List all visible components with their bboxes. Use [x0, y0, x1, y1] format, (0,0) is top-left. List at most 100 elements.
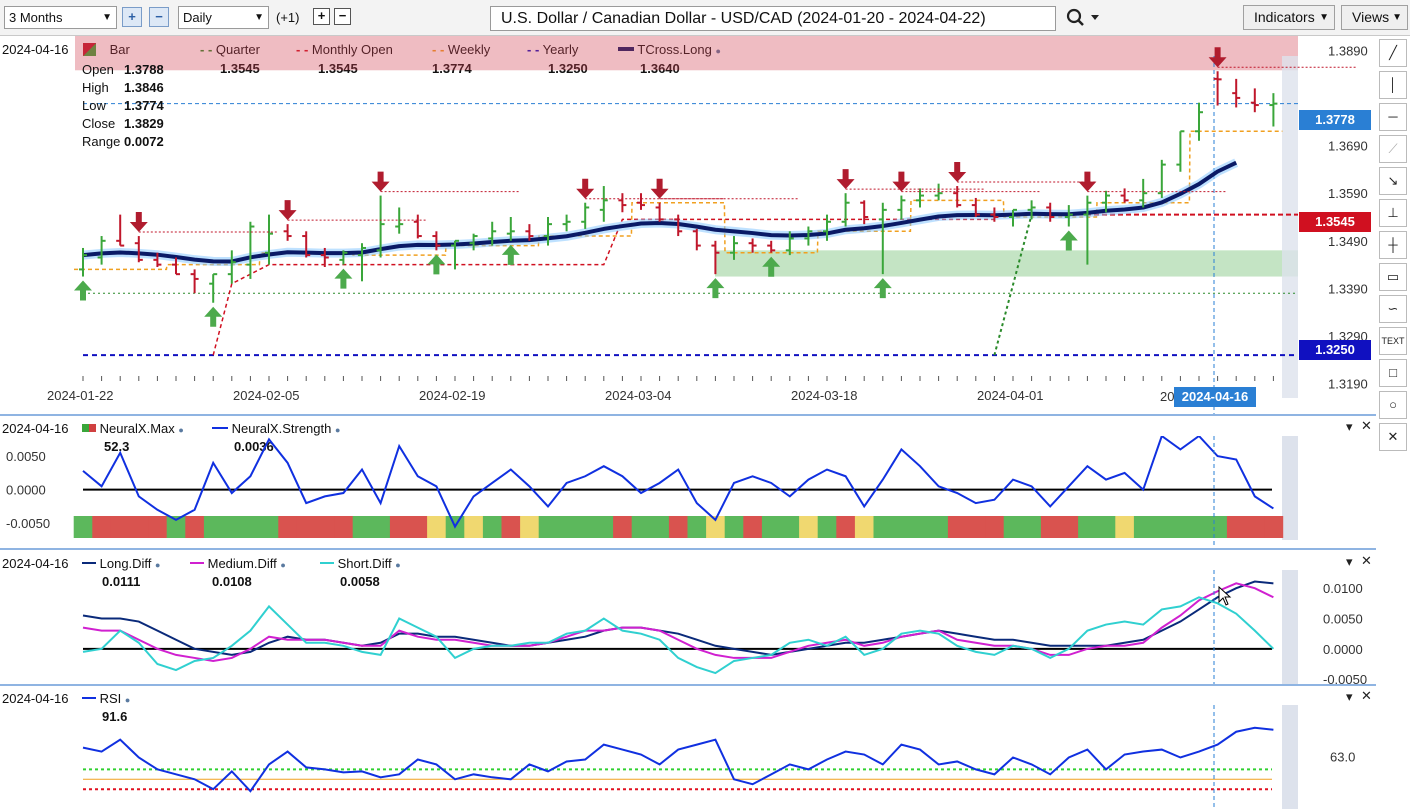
- settings-dot-icon[interactable]: ●: [178, 425, 184, 435]
- neural-max-cell: [575, 516, 595, 538]
- sell-arrow-icon: [576, 178, 595, 199]
- legend-long-diff-label: Long.Diff: [99, 556, 152, 571]
- curve-tool-icon[interactable]: ∽: [1379, 295, 1407, 323]
- neural-max-cell: [687, 516, 707, 538]
- pane-collapse-icon[interactable]: ▾: [1346, 689, 1353, 704]
- neural-date: 2024-04-16: [2, 421, 69, 436]
- legend-rsi-value: 91.6: [102, 709, 128, 724]
- delete-drawings-icon[interactable]: ✕: [1379, 423, 1407, 451]
- settings-dot-icon[interactable]: ●: [334, 425, 341, 435]
- neural-max-cell: [892, 516, 912, 538]
- x-tick-label: 2024-04-01: [977, 388, 1044, 403]
- sell-arrow-icon: [129, 212, 148, 233]
- neural-max-cell: [464, 516, 484, 538]
- x-tick-label: 2024-01-22: [47, 388, 114, 403]
- pane-divider[interactable]: [0, 684, 1376, 686]
- zoom-out-button[interactable]: −: [149, 7, 169, 27]
- settings-dot-icon[interactable]: ●: [715, 46, 721, 56]
- offset-minus-button[interactable]: −: [334, 8, 351, 25]
- interval-select[interactable]: Daily ▼: [178, 6, 269, 29]
- arrow-tool-icon[interactable]: ↘: [1379, 167, 1407, 195]
- rectangle-tool-icon[interactable]: □: [1379, 359, 1407, 387]
- offset-plus-button[interactable]: +: [313, 8, 330, 25]
- rsi-line: [82, 726, 1274, 793]
- y-tick-label: 1.3890: [1328, 43, 1368, 58]
- views-button[interactable]: Views ▼: [1341, 5, 1408, 30]
- neural-max-cell: [222, 516, 242, 538]
- zoom-in-button[interactable]: +: [122, 7, 142, 27]
- settings-dot-icon[interactable]: ●: [124, 695, 131, 705]
- pane-close-icon[interactable]: ✕: [1361, 418, 1372, 433]
- legend-neural-max-label: NeuralX.Max: [99, 421, 175, 436]
- period-select[interactable]: 3 Months ▼: [4, 6, 117, 29]
- neural-max-cell: [929, 516, 949, 538]
- neural-max-cell: [278, 516, 298, 538]
- future-shade: [1282, 705, 1298, 809]
- ray-tool-icon[interactable]: ⟋: [1379, 135, 1407, 163]
- monthly-open-price-label: 1.3545: [1299, 212, 1371, 232]
- pane-divider[interactable]: [0, 548, 1376, 550]
- legend-yearly: ‑ ‑ Yearly: [527, 42, 578, 57]
- crosshair-date-label: 2024-04-16: [1174, 387, 1256, 407]
- bar-swatch-icon: [83, 43, 96, 56]
- neural-max-cell: [408, 516, 428, 538]
- pane-collapse-icon[interactable]: ▾: [1346, 419, 1353, 434]
- vertical-line-tool-icon[interactable]: │: [1379, 71, 1407, 99]
- chevron-down-icon: ▼: [1319, 12, 1329, 23]
- buy-arrow-icon: [204, 306, 223, 327]
- sell-arrow-icon: [278, 200, 297, 221]
- indicators-button[interactable]: Indicators ▼: [1243, 5, 1335, 30]
- pane-divider[interactable]: [0, 414, 1376, 416]
- neural-max-cell: [761, 516, 781, 538]
- views-label: Views: [1352, 9, 1390, 25]
- legend-short-diff-label: Short.Diff: [337, 556, 392, 571]
- indicators-label: Indicators: [1254, 9, 1315, 25]
- x-tick-label: 2024-02-19: [419, 388, 486, 403]
- ohlc-close-label: Close: [82, 116, 116, 131]
- y-tick-label: 0.0050: [1323, 612, 1363, 627]
- period-value: 3 Months: [9, 10, 63, 25]
- neural-max-cell: [966, 516, 986, 538]
- x-tick-label: 2024-02-05: [233, 388, 300, 403]
- neural-max-cell: [1264, 516, 1284, 538]
- pane-close-icon[interactable]: ✕: [1361, 688, 1372, 703]
- pane-collapse-icon[interactable]: ▾: [1346, 554, 1353, 569]
- settings-dot-icon[interactable]: ●: [280, 560, 286, 570]
- drawing-toolbar: ╱ │ ─ ⟋ ↘ ⊥ ┼ ▭ ∽ TEXT □ ○ ✕: [1376, 36, 1410, 809]
- rsi-chart[interactable]: 63.0: [0, 705, 1376, 809]
- text-tool-icon[interactable]: TEXT: [1379, 327, 1407, 355]
- x-tick-partial: 20: [1160, 389, 1175, 404]
- crosshair-tool-icon[interactable]: ┼: [1379, 231, 1407, 259]
- search-button[interactable]: [1062, 6, 1112, 30]
- neural-strength-line: [82, 436, 1274, 529]
- y-tick-label: 1.3190: [1328, 377, 1368, 392]
- neural-max-cell: [631, 516, 651, 538]
- resistance-zone: [75, 36, 1298, 71]
- buy-arrow-icon: [74, 280, 92, 301]
- trendline-tool-icon[interactable]: ╱: [1379, 39, 1407, 67]
- legend-short-diff-value: 0.0058: [340, 574, 380, 589]
- buy-arrow-icon: [873, 278, 892, 299]
- callout-tool-icon[interactable]: ▭: [1379, 263, 1407, 291]
- settings-dot-icon[interactable]: ●: [395, 560, 401, 570]
- horizontal-line-tool-icon[interactable]: ─: [1379, 103, 1407, 131]
- diff-chart[interactable]: -0.0050 0.0000 0.0050 0.0100: [0, 570, 1376, 684]
- ellipse-tool-icon[interactable]: ○: [1379, 391, 1407, 419]
- neural-max-cell: [185, 516, 205, 538]
- price-chart[interactable]: 1.31901.32901.33901.34901.35901.36901.38…: [0, 36, 1376, 414]
- symbol-title-field[interactable]: U.S. Dollar / Canadian Dollar - USD/CAD …: [490, 6, 1056, 31]
- interval-value: Daily: [183, 10, 212, 25]
- legend-neural-max: NeuralX.Max ●: [82, 421, 184, 436]
- neural-max-cell: [334, 516, 354, 538]
- neural-max-cell: [650, 516, 670, 538]
- neural-max-cell: [73, 516, 93, 538]
- settings-dot-icon[interactable]: ●: [155, 560, 161, 570]
- neural-max-cell: [1245, 516, 1265, 538]
- legend-weekly: ‑ ‑ Weekly: [432, 42, 490, 57]
- pane-close-icon[interactable]: ✕: [1361, 553, 1372, 568]
- step-tool-icon[interactable]: ⊥: [1379, 199, 1407, 227]
- rsi-date: 2024-04-16: [2, 691, 69, 706]
- neuralx-chart[interactable]: -0.0050 0.0000 0.0050: [0, 436, 1376, 548]
- y-tick-label: 1.3490: [1328, 234, 1368, 249]
- bar-swatch-icon: [82, 424, 96, 432]
